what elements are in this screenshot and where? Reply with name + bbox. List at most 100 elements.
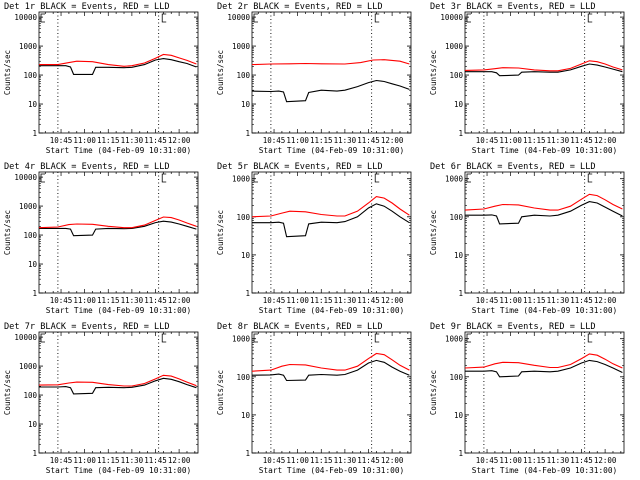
chart-panel: Det 7r BLACK = Events, RED = LLD 1 10 100 10… [0, 320, 213, 480]
x-tick-label: 11:45 [570, 296, 593, 305]
plot-frame [38, 11, 199, 134]
x-tick-label: 11:00 [499, 136, 522, 145]
y-tick-label: 1000 [19, 42, 38, 51]
y-tick-label: 1 [245, 449, 250, 458]
plot-frame [464, 11, 625, 134]
x-tick-label: 10:45 [476, 296, 499, 305]
y-tick-label: 1000 [445, 42, 464, 51]
chart-panel: Det 4r BLACK = Events, RED = LLD 1 10 100 10… [0, 160, 213, 320]
series-line-lld [251, 352, 410, 372]
x-tick-label: 11:45 [570, 456, 593, 465]
y-tick-label: 1000 [19, 202, 38, 211]
x-tick-label: 11:45 [357, 136, 380, 145]
y-tick-label: 1 [458, 289, 463, 298]
chart-title: Det 2r BLACK = Events, RED = LLD [217, 2, 383, 12]
y-tick-label: 100 [23, 231, 37, 240]
plot-frame [251, 171, 412, 294]
bracket-marker [253, 173, 258, 183]
plot-frame [464, 331, 625, 454]
y-axis-label: Counts/sec [216, 370, 225, 415]
bracket-marker [40, 13, 45, 23]
y-tick-label: 1000 [232, 42, 251, 51]
plot-frame [38, 331, 199, 454]
x-tick-label: 12:00 [381, 296, 404, 305]
chart-title: Det 5r BLACK = Events, RED = LLD [217, 162, 383, 172]
y-axis-label: Counts/sec [3, 370, 12, 415]
x-tick-label: 11:00 [73, 296, 96, 305]
chart-title: Det 1r BLACK = Events, RED = LLD [4, 2, 170, 12]
x-tick-label: 10:45 [263, 296, 286, 305]
series-line-events [39, 377, 197, 395]
plot-frame [251, 11, 412, 134]
chart-panel: Det 9r BLACK = Events, RED = LLD 1 10 100 10… [426, 320, 639, 480]
plot-frame [464, 171, 625, 294]
series-line-lld [251, 59, 410, 66]
series-line-lld [464, 60, 623, 72]
y-axis-label: Counts/sec [216, 50, 225, 95]
x-tick-label: 11:30 [334, 456, 357, 465]
x-tick-label: 12:00 [594, 296, 617, 305]
series-line-events [465, 359, 623, 378]
chart-svg: Det 7r BLACK = Events, RED = LLD 1 10 100 10… [3, 322, 199, 475]
x-axis-label: Start Time (04-Feb-09 10:31:00) [259, 146, 405, 155]
plot-frame [251, 331, 412, 454]
series-line-events [39, 220, 197, 237]
series-line-lld [38, 374, 197, 387]
bracket-marker [161, 13, 167, 23]
series-line-events [39, 58, 197, 75]
bracket-marker [161, 173, 167, 183]
x-axis-label: Start Time (04-Feb-09 10:31:00) [472, 306, 618, 315]
chart-svg: Det 9r BLACK = Events, RED = LLD 1 10 100 10… [429, 322, 625, 475]
y-tick-label: 100 [23, 71, 37, 80]
y-tick-label: 1 [245, 129, 250, 138]
series-line-events [251, 359, 410, 382]
x-tick-label: 11:15 [310, 136, 333, 145]
y-tick-label: 10 [241, 251, 251, 260]
x-tick-label: 11:00 [73, 136, 96, 145]
y-tick-label: 1000 [232, 335, 251, 344]
x-tick-label: 10:45 [50, 456, 73, 465]
y-tick-label: 1000 [232, 175, 251, 184]
bracket-marker [161, 333, 167, 343]
y-tick-label: 10 [454, 411, 464, 420]
bracket-marker [40, 173, 45, 183]
series-line-lld [251, 196, 410, 218]
x-tick-label: 11:45 [357, 456, 380, 465]
y-tick-label: 100 [236, 373, 250, 382]
x-axis-label: Start Time (04-Feb-09 10:31:00) [46, 306, 192, 315]
x-tick-label: 10:45 [263, 136, 286, 145]
x-tick-label: 11:30 [334, 296, 357, 305]
series-line-events [465, 63, 623, 77]
y-tick-label: 1000 [445, 175, 464, 184]
x-axis-label: Start Time (04-Feb-09 10:31:00) [472, 146, 618, 155]
series-line-events [252, 203, 410, 238]
y-tick-label: 10000 [14, 173, 37, 182]
chart-title: Det 8r BLACK = Events, RED = LLD [217, 322, 383, 332]
x-tick-label: 11:00 [499, 456, 522, 465]
bracket-marker [466, 173, 471, 183]
chart-panel: Det 5r BLACK = Events, RED = LLD 1 10 100 10… [213, 160, 426, 320]
y-tick-label: 10 [454, 100, 464, 109]
y-tick-label: 1 [245, 289, 250, 298]
x-tick-label: 12:00 [594, 136, 617, 145]
x-tick-label: 11:15 [523, 136, 546, 145]
y-tick-label: 10 [28, 100, 38, 109]
chart-panel: Det 2r BLACK = Events, RED = LLD 1 10 100 10… [213, 0, 426, 160]
x-tick-label: 11:45 [570, 136, 593, 145]
chart-title: Det 7r BLACK = Events, RED = LLD [4, 322, 170, 332]
series-line-lld [464, 353, 623, 369]
x-tick-label: 11:15 [310, 296, 333, 305]
bracket-marker [374, 333, 380, 343]
bracket-marker [587, 333, 593, 343]
chart-title: Det 3r BLACK = Events, RED = LLD [430, 2, 596, 12]
x-tick-label: 11:30 [547, 456, 570, 465]
y-axis-label: Counts/sec [3, 210, 12, 255]
x-tick-label: 11:15 [97, 136, 120, 145]
x-tick-label: 10:45 [50, 136, 73, 145]
series-line-lld [39, 53, 197, 67]
x-tick-label: 11:15 [97, 456, 120, 465]
y-tick-label: 10 [241, 411, 251, 420]
x-tick-label: 11:30 [121, 136, 144, 145]
y-tick-label: 1 [32, 129, 37, 138]
